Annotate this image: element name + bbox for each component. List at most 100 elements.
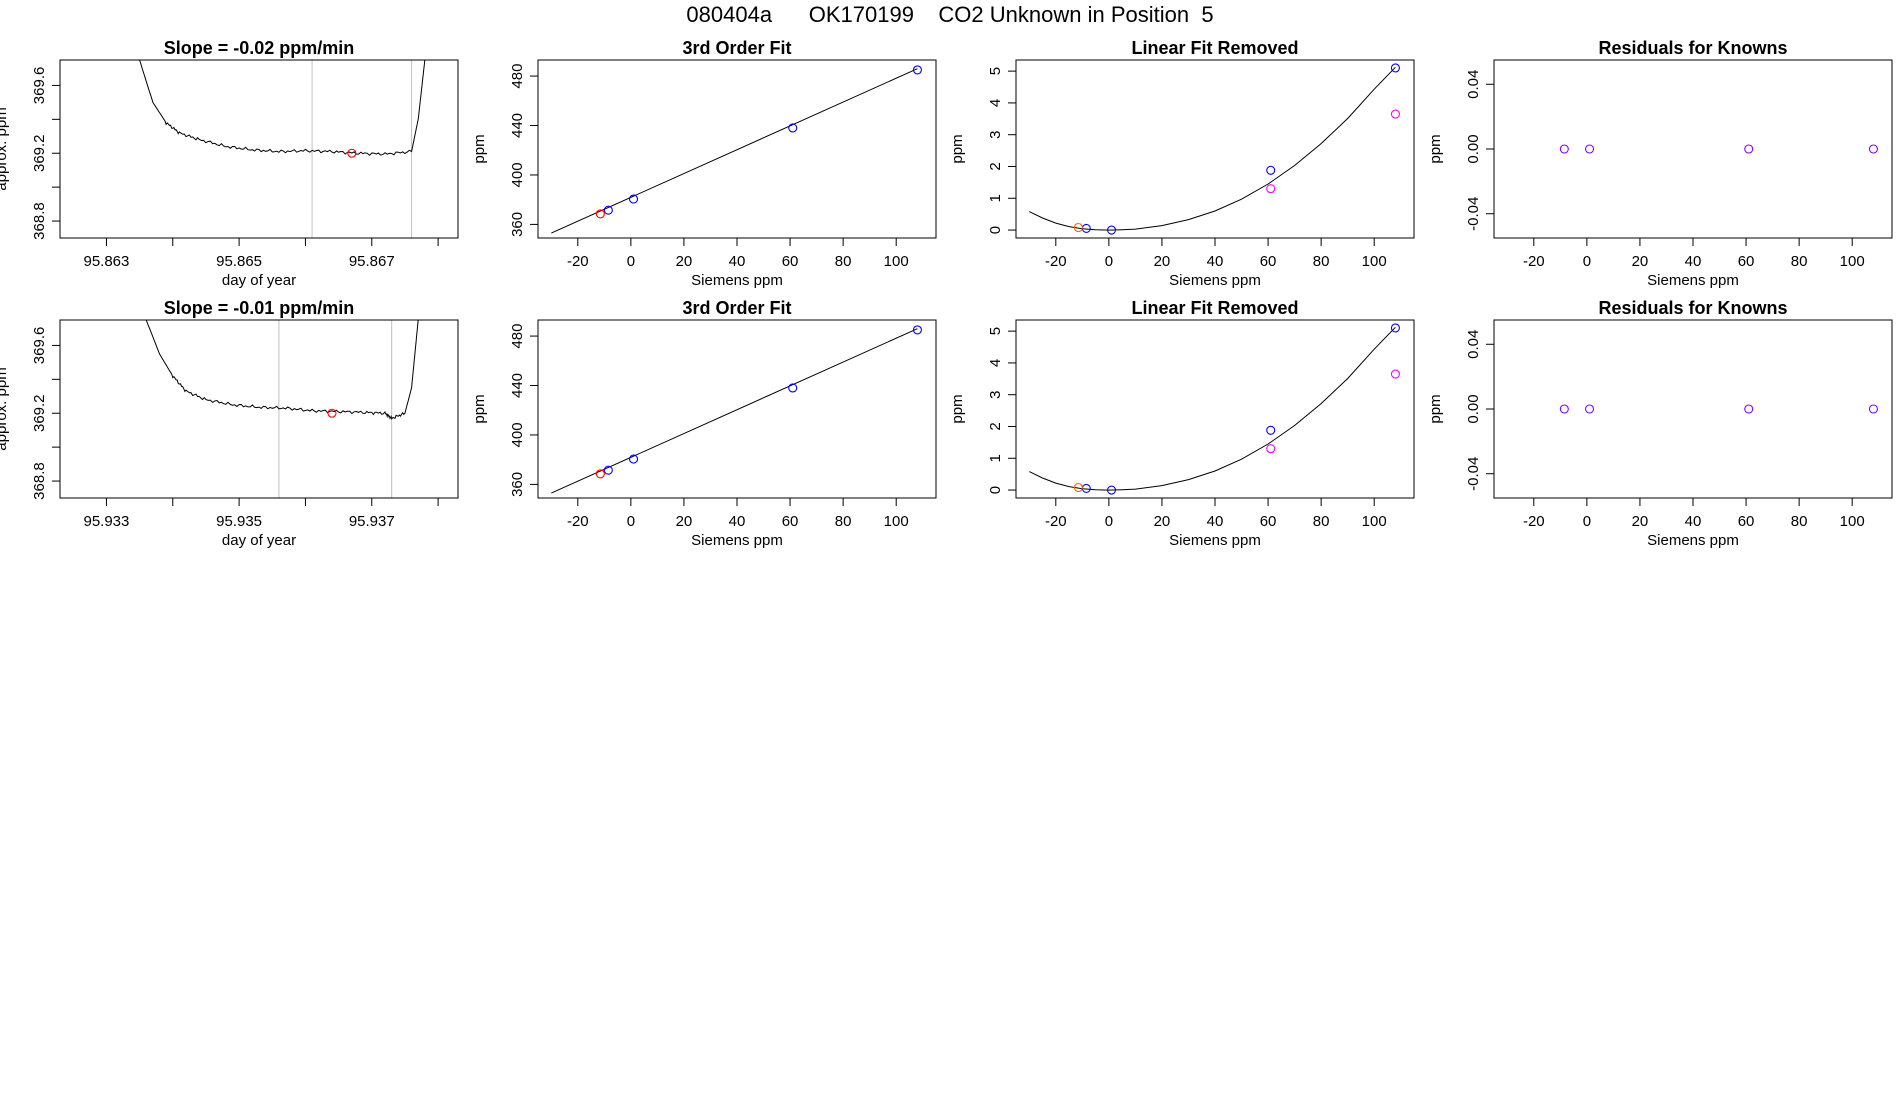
y-tick-label: 368.8 (31, 202, 48, 240)
x-tick-label: 95.867 (349, 253, 395, 270)
x-tick-label: 20 (1154, 513, 1171, 530)
y-tick-label: 0 (987, 486, 1004, 494)
x-tick-label: -20 (1045, 253, 1067, 270)
plot-area (1559, 404, 1878, 414)
known-point (912, 65, 922, 75)
x-tick-label: 95.865 (216, 253, 262, 270)
residual-point (1266, 184, 1276, 194)
panel-title: Slope = -0.01 ppm/min (164, 298, 355, 318)
y-tick-label: 0.00 (1465, 394, 1482, 423)
known-point (628, 194, 639, 204)
mean-marker (327, 408, 337, 418)
plot-frame (59, 59, 459, 239)
panel-title: Linear Fit Removed (1131, 298, 1298, 318)
plot-area (551, 65, 922, 234)
chart-panel-2: 3rd Order Fit Siemens ppm ppm -20 0 20 40 60 80 1… (471, 38, 937, 289)
chart-panel-5: Slope = -0.01 ppm/min day of year approx. … (0, 298, 459, 549)
x-tick-label: 0 (627, 513, 635, 530)
plot-frame (59, 319, 459, 499)
residual-known-point (1559, 144, 1569, 154)
known-point (1266, 425, 1276, 435)
x-tick-label: 20 (1632, 253, 1649, 270)
y-tick-label: 0 (987, 226, 1004, 234)
fit-curve (1029, 66, 1396, 231)
x-tick-label: 20 (676, 513, 693, 530)
unknown-point (1073, 482, 1083, 493)
x-tick-label: 100 (884, 253, 909, 270)
residual-known-point (1868, 144, 1878, 154)
y-tick-label: 1 (987, 194, 1004, 202)
panel-title: 3rd Order Fit (682, 38, 791, 58)
fit-curve (1029, 326, 1396, 491)
x-axis-label: Siemens ppm (1647, 532, 1739, 549)
y-tick-label: 440 (509, 373, 526, 398)
x-axis-label: Siemens ppm (691, 532, 783, 549)
x-tick-label: 100 (884, 513, 909, 530)
y-tick-label: -0.04 (1465, 197, 1482, 231)
y-tick-label: -0.04 (1465, 457, 1482, 491)
known-point (1106, 485, 1117, 495)
x-axis-label: Siemens ppm (691, 272, 783, 289)
chart-panel-1: Slope = -0.02 ppm/min day of year approx. … (0, 38, 459, 289)
y-tick-label: 369.6 (31, 67, 48, 105)
y-tick-label: 5 (987, 327, 1004, 335)
x-tick-label: 95.937 (349, 513, 395, 530)
y-tick-label: 2 (987, 422, 1004, 430)
x-axis-label: Siemens ppm (1169, 532, 1261, 549)
x-tick-label: 60 (1738, 253, 1755, 270)
plot-area (139, 60, 426, 238)
x-tick-label: 60 (782, 253, 799, 270)
residual-known-point (1559, 404, 1569, 414)
x-tick-label: -20 (1045, 513, 1067, 530)
unknown-point (595, 469, 605, 479)
residual-point (1390, 109, 1400, 119)
y-tick-label: 1 (987, 454, 1004, 462)
y-tick-label: 5 (987, 67, 1004, 75)
x-tick-label: 100 (1840, 513, 1865, 530)
residual-point (1390, 369, 1400, 379)
plot-area (1029, 323, 1400, 495)
y-tick-label: 4 (987, 99, 1004, 107)
residual-known-point (1584, 144, 1595, 154)
x-tick-label: 20 (1632, 513, 1649, 530)
plot-area (145, 320, 419, 498)
panel-title: 3rd Order Fit (682, 298, 791, 318)
y-tick-label: 4 (987, 359, 1004, 367)
x-tick-label: 95.933 (83, 513, 129, 530)
residual-point (1266, 444, 1276, 454)
residual-known-point (1744, 404, 1754, 414)
x-tick-label: -20 (567, 253, 589, 270)
known-point (1390, 63, 1400, 73)
x-tick-label: 100 (1362, 513, 1387, 530)
x-tick-label: 20 (676, 253, 693, 270)
y-axis-label: ppm (949, 134, 966, 163)
concentration-trace (139, 60, 426, 156)
y-axis-label: ppm (1427, 134, 1444, 163)
x-axis-label: day of year (222, 532, 296, 549)
y-tick-label: 3 (987, 131, 1004, 139)
known-point (603, 465, 613, 475)
y-tick-label: 0.04 (1465, 70, 1482, 99)
x-axis-label: Siemens ppm (1169, 272, 1261, 289)
known-point (628, 454, 639, 464)
x-tick-label: 20 (1154, 253, 1171, 270)
y-tick-label: 3 (987, 391, 1004, 399)
y-tick-label: 369.2 (31, 134, 48, 172)
y-tick-label: 2 (987, 162, 1004, 170)
x-tick-label: 40 (1207, 253, 1224, 270)
panel-title: Residuals for Knowns (1598, 38, 1787, 58)
position-number: 5 (1201, 2, 1214, 27)
x-tick-label: 80 (1791, 253, 1808, 270)
known-point (1106, 225, 1117, 235)
known-point (603, 205, 613, 215)
fit-line (551, 328, 918, 494)
x-tick-label: 40 (729, 513, 746, 530)
x-tick-label: 60 (1260, 253, 1277, 270)
panel-title: Residuals for Knowns (1598, 298, 1787, 318)
x-tick-label: 0 (1105, 513, 1113, 530)
plot-frame (1493, 319, 1893, 499)
x-tick-label: 0 (627, 253, 635, 270)
y-axis-label: ppm (1427, 394, 1444, 423)
x-tick-label: 80 (1313, 253, 1330, 270)
